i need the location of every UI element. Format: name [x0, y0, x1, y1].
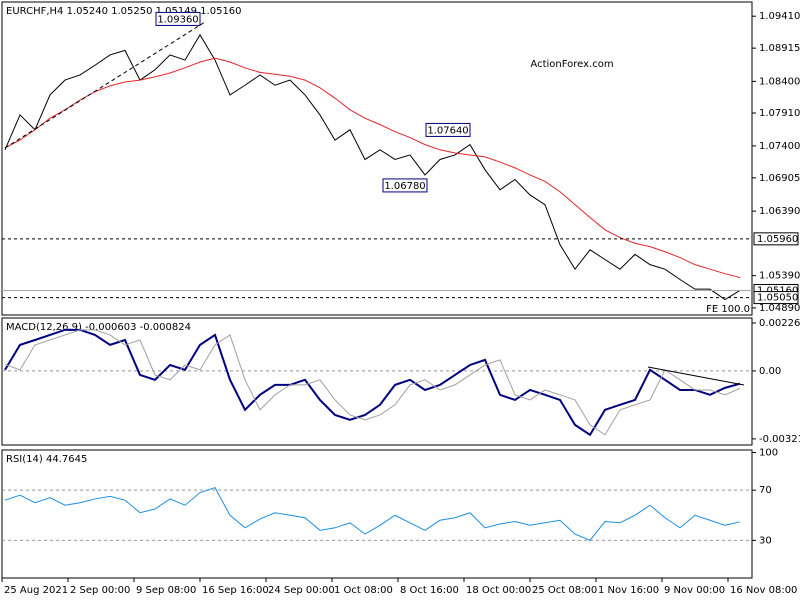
trend-line — [647, 366, 745, 386]
series-line — [4, 33, 741, 301]
y-tick-label: 30 — [759, 535, 772, 546]
panel-title: RSI(14) 44.7645 — [6, 454, 87, 465]
level-label: 1.05050 — [757, 293, 798, 304]
panel-title: EURCHF,H4 1.05240 1.05250 1.05149 1.0516… — [6, 6, 242, 17]
x-tick-label: 9 Sep 08:00 — [136, 585, 196, 596]
y-tick-label: 1.07400 — [759, 141, 800, 152]
level-box — [753, 232, 799, 246]
x-tick-label: 8 Oct 16:00 — [400, 585, 459, 596]
x-tick-label: 1 Oct 08:00 — [334, 585, 393, 596]
y-tick-label: 1.06390 — [759, 206, 800, 217]
y-tick-label: 1.08400 — [759, 76, 800, 87]
series-line — [4, 487, 741, 541]
series-line — [4, 329, 741, 436]
fe-label: FE 100.0 — [706, 304, 750, 315]
annotation-box — [155, 11, 201, 26]
level-label: 1.05160 — [757, 285, 798, 296]
x-tick-label: 18 Oct 00:00 — [466, 585, 531, 596]
y-tick-label: 1.09410 — [759, 11, 800, 22]
y-tick-label: 1.04890 — [759, 303, 800, 314]
trend-line — [4, 21, 206, 149]
x-tick-label: 16 Nov 08:00 — [730, 585, 797, 596]
annotation-label: 1.07640 — [427, 125, 468, 136]
panel-frame — [1, 317, 753, 446]
y-tick-label: 0.002264 — [759, 318, 800, 329]
panel-frame — [1, 1, 753, 316]
y-tick-label: 1.05390 — [759, 271, 800, 282]
y-tick-label: 1.07910 — [759, 108, 800, 119]
y-tick-label: 1.08915 — [759, 43, 800, 54]
x-tick-label: 1 Nov 16:00 — [598, 585, 659, 596]
x-tick-label: 2 Sep 00:00 — [70, 585, 130, 596]
level-box — [753, 291, 799, 305]
annotation-box — [382, 178, 428, 193]
x-tick-label: 24 Sep 00:00 — [268, 585, 335, 596]
level-label: 1.05960 — [757, 234, 798, 245]
series-line — [4, 57, 741, 279]
y-tick-label: -0.003211 — [759, 434, 800, 445]
x-tick-label: 25 Oct 08:00 — [532, 585, 597, 596]
panel-title: MACD(12,26,9) -0.000603 -0.000824 — [6, 322, 191, 333]
y-tick-label: 1.06905 — [759, 173, 800, 184]
y-tick-label: 100 — [759, 448, 778, 459]
annotation-label: 1.09360 — [157, 14, 198, 25]
series-line — [4, 328, 741, 437]
watermark: ActionForex.com — [530, 59, 613, 70]
x-tick-label: 16 Sep 16:00 — [202, 585, 269, 596]
panel-frame — [1, 449, 753, 579]
x-tick-label: 9 Nov 00:00 — [664, 585, 725, 596]
y-tick-label: 0.00 — [759, 366, 781, 377]
x-tick-label: 25 Aug 2021 — [4, 585, 68, 596]
y-tick-label: 70 — [759, 485, 772, 496]
annotation-label: 1.06780 — [384, 181, 425, 192]
annotation-box — [425, 122, 471, 137]
